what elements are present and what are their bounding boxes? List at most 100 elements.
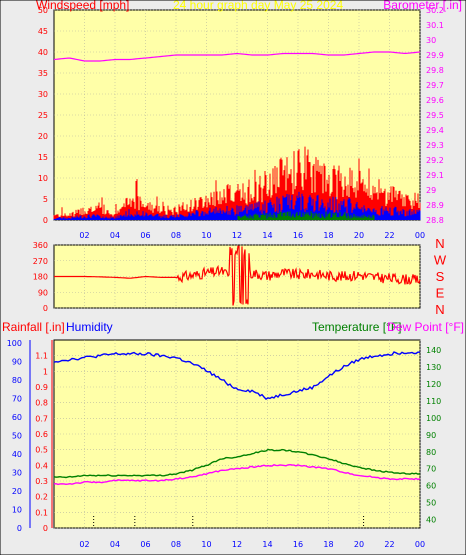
direction-y-tick-label: 270	[33, 257, 48, 266]
temperature-y-tick-label: 40	[426, 516, 436, 525]
temperature-x-tick-label: 06	[140, 540, 150, 549]
temperature-x-tick-label: 04	[110, 540, 120, 549]
temperature-y-tick-label: 120	[426, 380, 441, 389]
baro-y-tick-label: 28.8	[426, 216, 444, 225]
wind-y-tick-label: 25	[38, 111, 48, 120]
temperature-plot-ticks: 0 0.1 0.2 0.3 0.4 0.5 0.6 0.7 0.8 0.9 1 1.1 0 10 20 30 4…	[7, 339, 442, 549]
rain-y-tick-label: 0.8	[35, 399, 48, 408]
rain-y-tick-label: 0.5	[35, 446, 48, 455]
baro-y-tick-label: 28.9	[426, 201, 444, 210]
baro-y-tick-label: 29.5	[426, 111, 444, 120]
wind-x-tick-label: 06	[140, 231, 150, 240]
wind-x-tick-label: 02	[79, 231, 89, 240]
compass-letter: N	[435, 236, 444, 251]
wind-y-tick-label: 20	[38, 132, 48, 141]
baro-y-tick-label: 30	[426, 36, 436, 45]
rain-y-tick-label: 1.1	[35, 352, 48, 361]
wind-direction-line	[54, 245, 421, 306]
direction-plot-marks	[54, 245, 421, 306]
wind-x-tick-label: 18	[323, 231, 333, 240]
humidity-y-tick-label: 60	[12, 413, 22, 422]
humidity-y-tick-label: 30	[12, 468, 22, 477]
wind-y-tick-label: 50	[38, 6, 48, 15]
compass-letter: W	[434, 253, 447, 268]
temperature-x-tick-label: 16	[293, 540, 303, 549]
temperature-x-tick-label: 02	[79, 540, 89, 549]
rain-y-tick-label: 0.7	[35, 414, 48, 423]
wind-x-tick-label: 08	[171, 231, 181, 240]
wind-x-tick-label: 10	[201, 231, 211, 240]
temperature-x-tick-label: 14	[262, 540, 272, 549]
rain-y-tick-label: 0	[43, 524, 48, 533]
temperature-x-tick-label: 18	[323, 540, 333, 549]
temperature-f-line	[53, 448, 421, 479]
temperature-x-tick-label: 00	[415, 540, 425, 549]
wind-plot-ticks: 0 5 10 15 20 25 30 35 40 45 50 28.8 28.9 29 29.1 29.2 29…	[38, 6, 444, 240]
temperature-y-tick-label: 130	[426, 363, 441, 372]
dew-point-f-line	[53, 463, 421, 486]
wind-y-tick-label: 40	[38, 48, 48, 57]
baro-y-tick-label: 29.6	[426, 96, 444, 105]
wind-low-series	[237, 211, 375, 220]
direction-plot-grid	[54, 244, 421, 309]
barometer-axis-label: Barometer [.in]	[383, 0, 462, 12]
direction-y-tick-label: 360	[33, 241, 48, 250]
baro-y-tick-label: 30.1	[426, 21, 444, 30]
rain-y-tick-label: 0.4	[35, 461, 48, 470]
baro-y-tick-label: 29.8	[426, 66, 444, 75]
temperature-y-tick-label: 100	[426, 414, 441, 423]
wind-x-tick-label: 20	[354, 231, 364, 240]
baro-y-tick-label: 29.4	[426, 126, 444, 135]
temperature-x-tick-label: 12	[232, 540, 242, 549]
wind-y-tick-label: 15	[38, 153, 48, 162]
wind-x-tick-label: 00	[415, 231, 425, 240]
temperature-x-tick-label: 10	[201, 540, 211, 549]
temperature-plot-grid	[54, 340, 421, 529]
wind-plot-grid	[54, 9, 421, 221]
rainfall-axis-label: Rainfall [.in]	[2, 320, 65, 334]
baro-y-tick-label: 29.1	[426, 171, 444, 180]
wind-average-series	[53, 191, 421, 220]
rain-y-tick-label: 0.6	[35, 430, 48, 439]
wind-x-tick-label: 12	[232, 231, 242, 240]
direction-y-tick-label: 180	[33, 273, 48, 282]
direction-y-tick-label: 90	[38, 288, 48, 297]
temperature-y-tick-label: 50	[426, 499, 436, 508]
humidity-y-tick-label: 100	[7, 339, 22, 348]
wind-x-tick-label: 22	[384, 231, 394, 240]
rain-y-tick-label: 0.1	[35, 508, 48, 517]
windspeed-axis-label: Windspeed [mph]	[36, 0, 129, 12]
wind-y-tick-label: 10	[38, 174, 48, 183]
humidity-y-tick-label: 80	[12, 376, 22, 385]
humidity-y-tick-label: 90	[12, 357, 22, 366]
humidity-y-tick-label: 70	[12, 394, 22, 403]
humidity-y-tick-label: 10	[12, 505, 22, 514]
humidity-y-tick-label: 50	[12, 431, 22, 440]
temperature-x-tick-label: 08	[171, 540, 181, 549]
temperature-y-tick-label: 80	[426, 448, 436, 457]
wind-x-tick-label: 16	[293, 231, 303, 240]
compass-letter: E	[436, 286, 445, 301]
direction-y-tick-label: 0	[43, 304, 48, 313]
compass-letter: S	[436, 269, 445, 284]
temperature-y-tick-label: 90	[426, 431, 436, 440]
humidity-axis-label: Humidity	[66, 320, 113, 334]
rain-y-tick-label: 0.2	[35, 493, 48, 502]
barometer-line	[53, 51, 421, 62]
wind-y-tick-label: 0	[43, 216, 48, 225]
wind-y-tick-label: 45	[38, 27, 48, 36]
baro-y-tick-label: 30.2	[426, 6, 444, 15]
wind-x-tick-label: 04	[110, 231, 120, 240]
humidity-y-tick-label: 20	[12, 487, 22, 496]
temperature-axis-label: Temperature [°F]	[312, 320, 402, 334]
direction-plot-ticks: 0 90 180 270 360	[33, 241, 48, 313]
temperature-y-tick-label: 110	[426, 397, 441, 406]
rain-y-tick-label: 1	[43, 367, 48, 376]
baro-y-tick-label: 29.7	[426, 81, 444, 90]
temperature-y-tick-label: 70	[426, 465, 436, 474]
temperature-y-tick-label: 60	[426, 482, 436, 491]
rain-y-tick-label: 0.3	[35, 477, 48, 486]
